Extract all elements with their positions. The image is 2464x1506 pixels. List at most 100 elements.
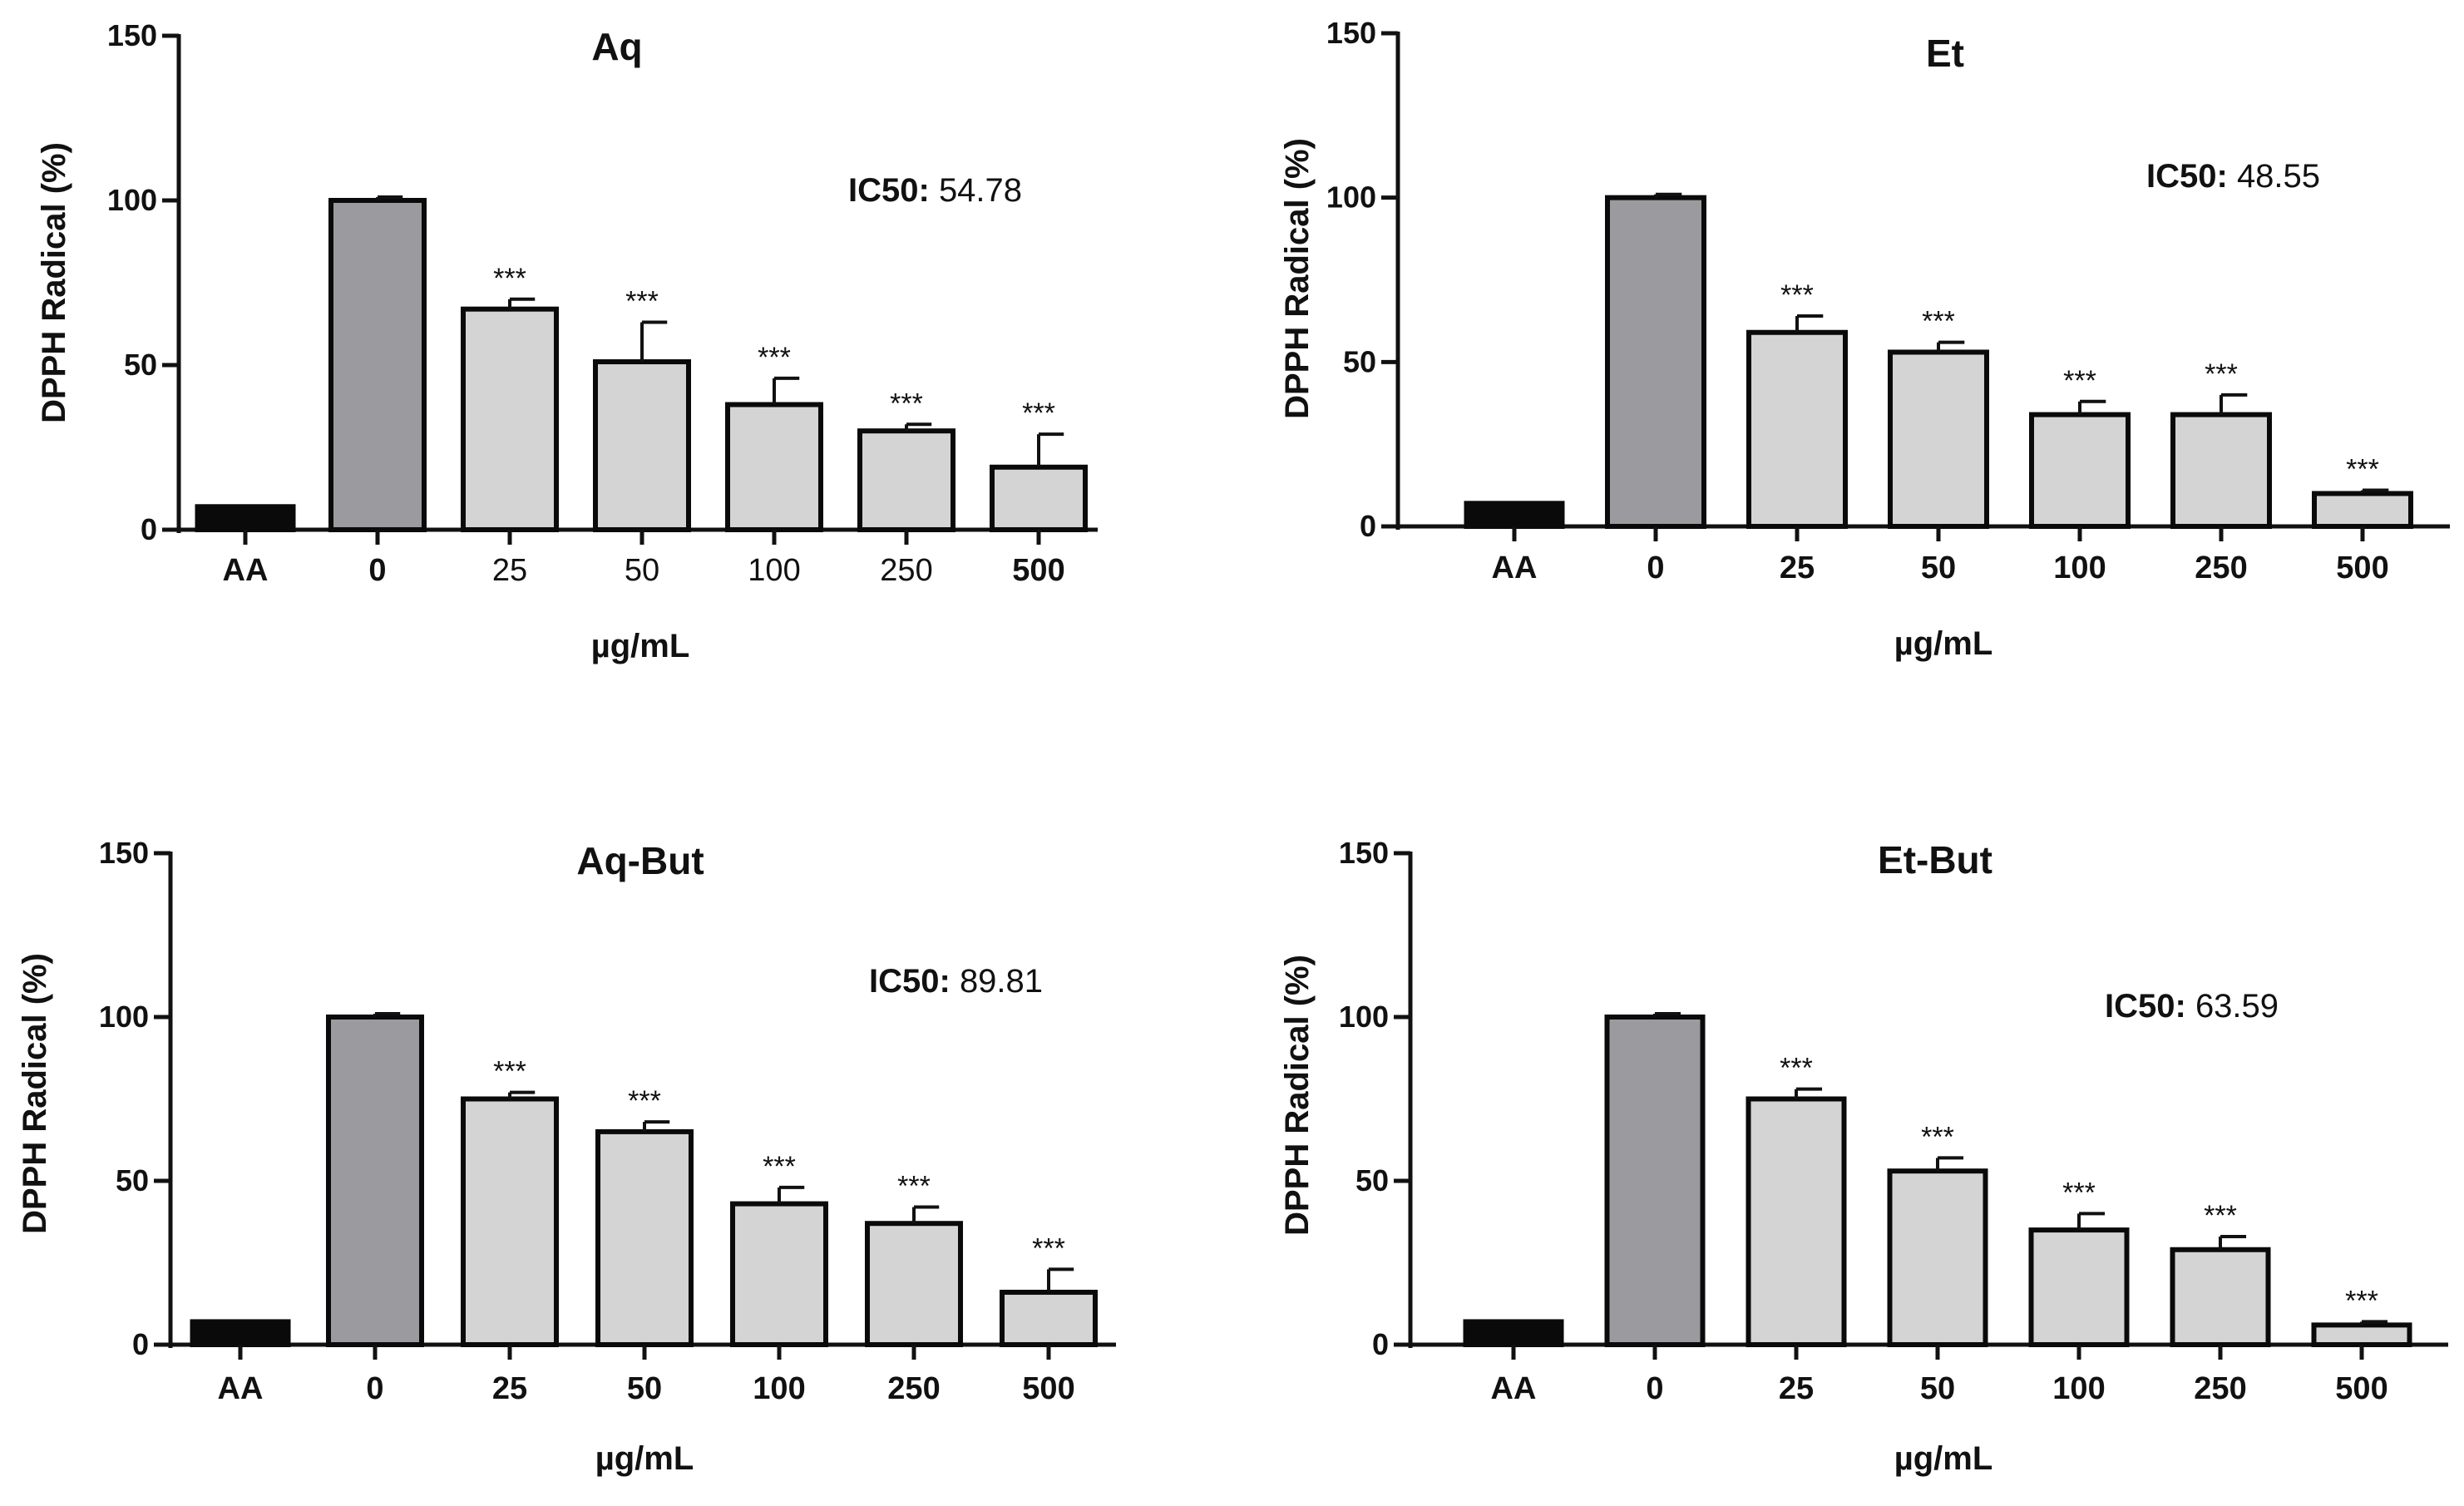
significance-label: *** <box>2346 454 2379 486</box>
x-tick-label: 500 <box>2336 551 2388 585</box>
significance-label: *** <box>2062 1177 2096 1208</box>
ic50-value: 89.81 <box>960 963 1043 1000</box>
bar <box>725 402 823 532</box>
x-tick-label: 50 <box>1920 1371 1955 1406</box>
y-tick-label: 100 <box>107 183 157 217</box>
ic50-label: IC50: <box>2105 988 2195 1025</box>
bar <box>1605 195 1706 530</box>
x-tick-label: 250 <box>887 1371 940 1406</box>
significance-label: *** <box>628 1085 661 1117</box>
bar <box>461 306 559 532</box>
x-tick-label: 250 <box>880 553 932 588</box>
bar <box>326 1015 424 1347</box>
bar <box>328 198 427 532</box>
significance-label: *** <box>1921 1121 1954 1153</box>
bar <box>1746 329 1848 529</box>
chart-title: Et <box>1926 32 1964 75</box>
significance-label: *** <box>2204 1200 2237 1232</box>
y-tick-label: 50 <box>124 348 157 382</box>
y-tick-label: 150 <box>1326 16 1376 50</box>
significance-label: *** <box>897 1171 931 1202</box>
significance-label: *** <box>1780 1053 1813 1084</box>
x-tick-label: 25 <box>492 1371 527 1406</box>
bar <box>990 464 1088 533</box>
y-axis-label: DPPH Radical (%) <box>36 142 72 423</box>
x-tick-label: AA <box>218 1371 264 1406</box>
ic50-value: 48.55 <box>2237 158 2320 195</box>
bar <box>595 1128 694 1347</box>
significance-label: *** <box>493 1056 526 1088</box>
ic50-annotation: IC50: 89.81 <box>869 963 1043 1000</box>
significance-label: *** <box>758 342 791 373</box>
y-tick-label: 100 <box>99 1000 149 1034</box>
x-tick-label: 50 <box>627 1371 662 1406</box>
bar <box>1887 1168 1988 1347</box>
y-tick-label: 100 <box>1326 180 1376 215</box>
chart-et: 0 50 100 150 AA 0 *** 25 *** 50 *** 100 *** 250 *** 500… <box>1279 16 2450 662</box>
x-tick-label: 100 <box>748 553 800 588</box>
y-tick-label: 0 <box>141 512 157 546</box>
x-axis-label: µg/mL <box>591 628 690 664</box>
x-tick-label: 0 <box>1647 551 1664 585</box>
y-axis-label: DPPH Radical (%) <box>1279 138 1316 419</box>
y-tick-label: 50 <box>1355 1163 1389 1197</box>
ic50-label: IC50: <box>848 172 939 209</box>
y-tick-label: 0 <box>1372 1327 1389 1361</box>
bar <box>2170 1247 2271 1347</box>
y-tick-label: 150 <box>99 836 149 870</box>
ic50-value: 63.59 <box>2195 988 2279 1025</box>
x-tick-label: 500 <box>2335 1371 2387 1406</box>
x-tick-label: 50 <box>625 553 659 588</box>
chart-aq: 0 50 100 150 AA 0 *** 25 *** 50 *** 100 *** 250 *** 500… <box>36 18 1098 664</box>
y-axis-label: DPPH Radical (%) <box>1279 955 1316 1236</box>
x-axis-label: µg/mL <box>1894 625 1993 662</box>
bar <box>1888 349 1989 529</box>
ic50-label: IC50: <box>2146 158 2237 195</box>
bar <box>2170 412 2272 529</box>
x-axis-label: µg/mL <box>1894 1440 1993 1477</box>
x-tick-label: 250 <box>2194 1371 2246 1406</box>
bar <box>730 1201 828 1348</box>
bar <box>1000 1289 1098 1348</box>
bar <box>190 1319 291 1347</box>
significance-label: *** <box>1922 306 1955 338</box>
x-tick-label: 0 <box>1646 1371 1663 1406</box>
ic50-annotation: IC50: 48.55 <box>2146 158 2320 195</box>
significance-label: *** <box>2205 358 2238 390</box>
bar <box>865 1221 963 1347</box>
x-tick-label: 100 <box>753 1371 805 1406</box>
x-tick-label: 25 <box>1779 1371 1814 1406</box>
bar <box>195 504 296 533</box>
x-tick-label: 100 <box>2052 1371 2105 1406</box>
significance-label: *** <box>1022 397 1055 429</box>
bar <box>2311 1322 2412 1347</box>
significance-label: *** <box>890 388 923 419</box>
x-tick-label: AA <box>1492 551 1538 585</box>
x-tick-label: 25 <box>1780 551 1815 585</box>
x-tick-label: 500 <box>1022 1371 1074 1406</box>
bar <box>1604 1015 1706 1347</box>
y-tick-label: 0 <box>1360 509 1376 543</box>
ic50-label: IC50: <box>869 963 960 1000</box>
chart-et-but: 0 50 100 150 AA 0 *** 25 *** 50 *** 100 *** 250 *** 500… <box>1279 836 2448 1477</box>
x-tick-label: 0 <box>368 553 386 588</box>
bar <box>2028 1227 2130 1347</box>
ic50-annotation: IC50: 54.78 <box>848 172 1022 209</box>
x-tick-label: AA <box>1491 1371 1537 1406</box>
significance-label: *** <box>1780 279 1814 311</box>
bar <box>593 359 691 533</box>
significance-label: *** <box>2063 365 2096 397</box>
y-tick-label: 0 <box>132 1327 149 1361</box>
y-tick-label: 100 <box>1339 1000 1389 1034</box>
x-tick-label: 500 <box>1012 553 1064 588</box>
x-tick-label: 50 <box>1921 551 1956 585</box>
y-tick-label: 150 <box>107 18 157 52</box>
ic50-value: 54.78 <box>939 172 1022 209</box>
x-tick-label: 250 <box>2195 551 2247 585</box>
significance-label: *** <box>2345 1285 2378 1316</box>
bar <box>1746 1096 1847 1347</box>
y-tick-label: 50 <box>1343 344 1376 378</box>
bar <box>857 428 955 533</box>
significance-label: *** <box>493 263 526 294</box>
y-axis-label: DPPH Radical (%) <box>17 953 53 1234</box>
